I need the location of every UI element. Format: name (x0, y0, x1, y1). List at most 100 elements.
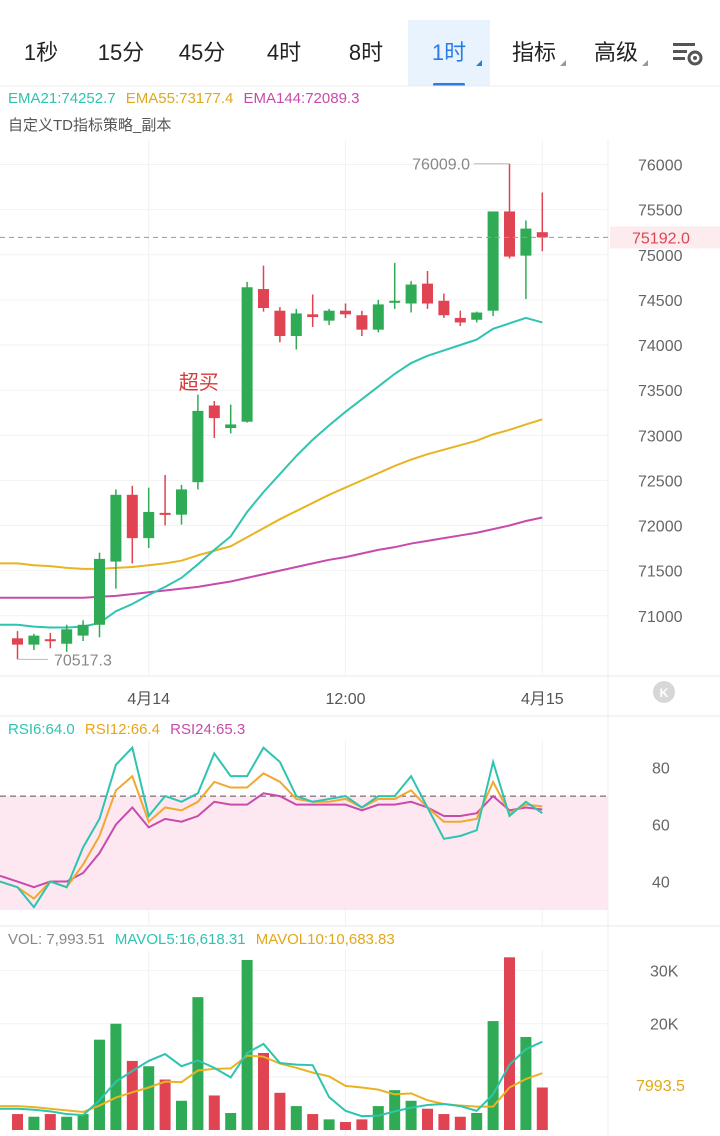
price-tick-label: 74500 (638, 293, 683, 310)
volume-bar (504, 957, 515, 1130)
candle-body (438, 300, 450, 316)
volume-tick-label: 20K (650, 1017, 679, 1034)
corner-arrow-icon (642, 60, 648, 66)
volume-bar (422, 1108, 433, 1130)
rsi-legend: RSI6:64.0 RSI12:66.4 RSI24:65.3 (8, 721, 251, 738)
tab-15m[interactable]: 15分 (82, 20, 160, 86)
volume-bar (94, 1039, 105, 1130)
price-tick-label: 75000 (638, 248, 683, 265)
corner-arrow-icon (560, 60, 566, 66)
candle-body (192, 410, 204, 483)
volume-bar (225, 1112, 237, 1130)
chart-settings-button[interactable] (662, 20, 714, 86)
tab-indicators[interactable]: 指标 (494, 20, 574, 86)
tab-4h[interactable]: 4时 (244, 20, 324, 86)
volume-bar (192, 997, 204, 1130)
candle-body (274, 310, 286, 336)
volume-bar (241, 959, 253, 1130)
volume-bar (389, 1090, 401, 1130)
candle-body (94, 558, 105, 625)
rsi-tick-label: 40 (652, 875, 670, 892)
chart-settings-icon (673, 43, 703, 66)
ema-legend: EMA21:74252.7 EMA55:73177.4 EMA144:72089… (8, 90, 365, 107)
tab-label: 45分 (178, 40, 226, 65)
tab-advanced[interactable]: 高级 (576, 20, 656, 86)
tab-label: 指标 (511, 40, 556, 65)
candle-body (422, 283, 433, 304)
volume-bar (487, 1021, 499, 1130)
ema21-line (0, 316, 543, 629)
volume-bar (61, 1116, 73, 1130)
volume-bar (356, 1119, 368, 1130)
candle-body (307, 314, 319, 318)
candle-body (290, 313, 302, 336)
volume-bar (77, 1114, 89, 1130)
time-axis-label: 4月15 (521, 691, 564, 708)
candle-body (323, 310, 335, 321)
price-tick-label: 71500 (638, 564, 683, 581)
volume-bar (520, 1037, 532, 1130)
volume-bar (290, 1106, 302, 1130)
candle-body (241, 287, 253, 422)
candle-body (372, 304, 384, 330)
candle-body (176, 489, 187, 515)
volume-legend: VOL: 7,993.51 MAVOL5:16,618.31 MAVOL10:1… (8, 931, 401, 948)
tab-label: 4时 (266, 40, 302, 65)
candle-body (61, 629, 73, 644)
tab-1h[interactable]: 1时 (408, 20, 490, 86)
tab-45m[interactable]: 45分 (160, 20, 244, 86)
ema55-line (0, 418, 543, 570)
candle-body (159, 512, 171, 515)
time-axis-label: 4月14 (127, 691, 170, 708)
candle-body (340, 310, 351, 315)
candle-body (12, 638, 23, 645)
tab-label: 1时 (431, 40, 467, 65)
candle-body (536, 232, 548, 238)
volume-bar (176, 1100, 187, 1130)
candle-body (258, 289, 269, 309)
vol-legend: VOL: 7,993.51 (8, 931, 105, 948)
price-tick-label: 76000 (638, 158, 683, 175)
volume-bar (438, 1114, 450, 1130)
volume-bar (126, 1060, 138, 1130)
volume-bar (454, 1116, 466, 1130)
active-tab-indicator (433, 83, 465, 86)
candle-body (126, 494, 138, 539)
candle-body (454, 317, 466, 323)
candle-body (520, 228, 532, 256)
mavol10-legend: MAVOL10:10,683.83 (255, 931, 395, 948)
high-price-label: 76009.0 (412, 157, 470, 174)
tab-1s[interactable]: 1秒 (0, 20, 82, 86)
volume-bar (340, 1122, 351, 1130)
current-volume-label: 7993.5 (636, 1078, 685, 1095)
volume-bar (274, 1092, 286, 1130)
candle-body (143, 511, 155, 539)
tab-label: 8时 (348, 40, 384, 65)
volume-bar (307, 1114, 319, 1130)
volume-bar (536, 1087, 548, 1130)
price-tick-label: 75500 (638, 203, 683, 220)
candle-body (110, 494, 122, 562)
volume-bar (12, 1114, 23, 1130)
candle-body (208, 405, 220, 419)
candle-body (405, 284, 417, 304)
overbought-annotation: 超买 (179, 371, 219, 394)
volume-bar (258, 1052, 269, 1130)
candle-body (487, 211, 499, 311)
mavol5-legend: MAVOL5:16,618.31 (114, 931, 246, 948)
tab-label: 15分 (97, 40, 145, 65)
rsi24-line (0, 792, 543, 889)
price-tick-label: 71000 (638, 609, 683, 626)
candle-body (389, 300, 401, 303)
volume-tick-label: 30K (650, 964, 679, 981)
volume-bar (372, 1106, 384, 1130)
ema21-legend: EMA21:74252.7 (8, 90, 116, 107)
price-tick-label: 72500 (638, 473, 683, 490)
price-tick-label: 72000 (638, 519, 683, 536)
timeframe-tab-bar: 1秒 15分 45分 4时 8时 1时 指标 高级 (0, 0, 720, 88)
tab-8h[interactable]: 8时 (324, 20, 408, 86)
volume-bar (471, 1112, 483, 1130)
volume-bar (143, 1066, 155, 1130)
current-price-label: 75192.0 (632, 230, 690, 247)
